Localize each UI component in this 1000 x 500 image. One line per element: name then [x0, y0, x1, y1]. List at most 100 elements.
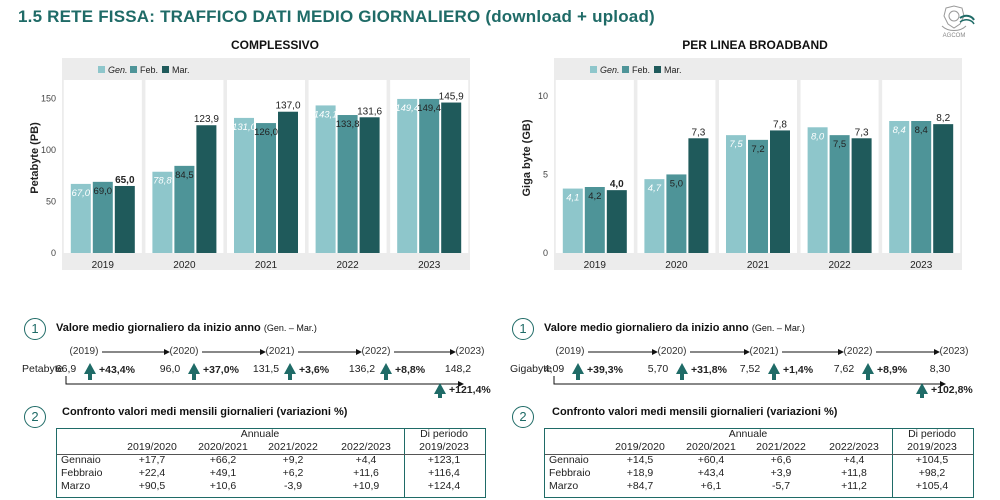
table-row-label: Marzo: [549, 480, 579, 492]
data-label: 8,2: [936, 113, 950, 124]
growth-change: +39,3%: [587, 364, 624, 376]
section1-label-left: Valore medio giornaliero da inizio anno …: [56, 322, 317, 334]
legend-swatch: [98, 66, 105, 73]
bar: [315, 105, 336, 253]
data-label: 4,7: [648, 183, 662, 194]
step-arrow-head: [260, 349, 266, 355]
bar: [196, 125, 217, 253]
table-period-header: Di periodo: [420, 428, 468, 440]
table-cell: +84,7: [626, 480, 654, 492]
section1-number-right: 1: [512, 318, 534, 340]
x-tick-label: 2022: [828, 260, 851, 271]
bar: [889, 121, 910, 253]
legend-swatch: [162, 66, 169, 73]
growth-year: (2019): [70, 346, 99, 357]
table-column-header: 2019/2020: [127, 441, 177, 453]
table-cell: +123,1: [427, 454, 461, 466]
table-row: Marzo +84,7 +6,1 -5,7 +11,2 +105,4: [546, 480, 972, 493]
total-arrow-head: [458, 381, 464, 387]
legend-label: Mar.: [664, 65, 682, 75]
growth-up-icon: [572, 363, 584, 380]
data-label: 69,0: [94, 186, 113, 197]
table-header-row: Annuale Di periodo: [58, 428, 484, 441]
section2-label-left: Confronto valori medi mensili giornalier…: [62, 406, 348, 418]
bar: [829, 135, 850, 253]
table-cell: +14,5: [626, 454, 654, 466]
table-cell: +90,5: [138, 480, 166, 492]
bar: [256, 123, 276, 253]
table-cell: +66,2: [209, 454, 237, 466]
step-arrow-head: [838, 349, 844, 355]
bar: [688, 138, 709, 253]
section1-label-text-left: Valore medio giornaliero da inizio anno: [56, 322, 261, 334]
growth-value: 148,2: [445, 363, 471, 375]
table-row-label: Febbraio: [549, 467, 591, 479]
growth-value: 136,2: [349, 363, 375, 375]
growth-change: +31,8%: [691, 364, 728, 376]
chart-left-title: COMPLESSIVO: [230, 38, 319, 52]
data-label: 7,3: [855, 127, 869, 138]
growth-year: (2019): [556, 346, 585, 357]
growth-change: +37,0%: [203, 364, 240, 376]
legend-swatch: [130, 66, 137, 73]
table-cell: +4,4: [355, 454, 377, 466]
section2-number-left: 2: [24, 406, 46, 428]
section1-number-left: 1: [24, 318, 46, 340]
growth-value: 7,62: [834, 363, 855, 375]
y-axis-label: Petabyte (PB): [29, 122, 41, 194]
total-change: +121,4%: [449, 384, 491, 396]
growth-change: +43,4%: [99, 364, 136, 376]
legend-label: Gen.: [600, 65, 620, 75]
growth-year: (2021): [266, 346, 295, 357]
data-label: 4,2: [588, 191, 601, 202]
table-row: Gennaio +17,7 +66,2 +9,2 +4,4 +123,1: [58, 454, 484, 467]
table-cell: +18,9: [626, 467, 654, 479]
y-tick-label: 10: [538, 91, 548, 101]
x-tick-label: 2019: [584, 260, 607, 271]
growth-value: 5,70: [648, 363, 669, 375]
data-label: 5,0: [670, 178, 683, 189]
table-cell: +17,7: [138, 454, 166, 466]
growth-year: (2023): [456, 346, 485, 357]
data-label: 131,0: [232, 122, 256, 133]
table-cell: +11,2: [841, 480, 867, 492]
y-tick-label: 150: [41, 93, 56, 103]
table-group-header: Annuale: [728, 428, 768, 440]
bar: [911, 121, 932, 253]
table-cell: +43,4: [697, 467, 725, 479]
table-cell: +116,4: [428, 467, 460, 479]
y-tick-label: 50: [46, 196, 56, 206]
growth-up-icon: [188, 363, 200, 380]
data-label: 8,4: [915, 125, 928, 136]
total-arrow-head: [940, 381, 946, 387]
growth-value: 4,09: [544, 363, 565, 375]
table-left-frame: [56, 428, 486, 498]
table-row: Marzo +90,5 +10,6 -3,9 +10,9 +124,4: [58, 480, 484, 493]
section2-number-right: 2: [512, 406, 534, 428]
table-columns-row: 2019/2020 2020/2021 2021/2022 2022/2023 …: [58, 441, 484, 454]
table-column-header: 2020/2021: [198, 441, 248, 453]
data-label: 7,5: [833, 139, 846, 150]
growth-up-icon: [284, 363, 296, 380]
growth-strip-petabyte: Petabyte (2019) 66,9 (2020) 96,0 (2021) 131,5 (…: [22, 346, 491, 398]
bar: [70, 183, 91, 253]
bar: [278, 111, 298, 253]
agcom-logo: AGCOM: [941, 5, 975, 39]
bar: [807, 127, 828, 253]
growth-year: (2020): [658, 346, 687, 357]
y-tick-label: 5: [543, 169, 548, 179]
section1-label-note-left: (Gen. – Mar.): [263, 323, 317, 333]
bar: [92, 181, 113, 253]
chart-right-title: PER LINEA BROADBAND: [682, 38, 828, 52]
logo-text: AGCOM: [943, 33, 966, 39]
table-row-label: Gennaio: [549, 454, 589, 466]
growth-change: +8,8%: [395, 364, 426, 376]
table-cell: +6,1: [700, 480, 722, 492]
step-arrow-head: [934, 349, 940, 355]
growth-strip-gigabyte: Gigabyte (2019) 4,09 (2020) 5,70 (2021) 7,52 (2…: [510, 346, 973, 398]
legend-label: Feb.: [140, 65, 158, 75]
data-label: 149,4: [417, 103, 441, 114]
data-label: 7,2: [751, 144, 764, 155]
legend-swatch: [654, 66, 661, 73]
bar: [562, 188, 583, 253]
